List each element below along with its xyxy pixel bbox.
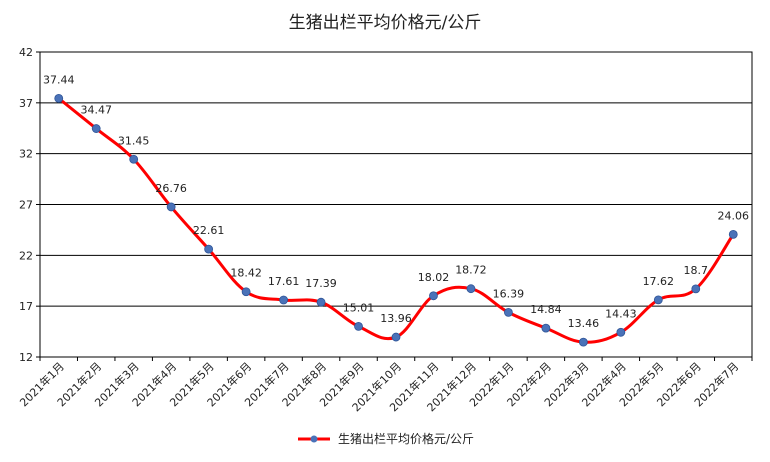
y-tick-label: 12: [19, 351, 33, 364]
data-point: [728, 229, 738, 239]
data-label: 13.96: [380, 312, 412, 325]
y-tick-label: 27: [19, 199, 33, 212]
data-point: [691, 284, 701, 294]
data-point: [279, 295, 288, 305]
data-label: 24.06: [718, 209, 750, 222]
data-point: [616, 327, 626, 337]
data-point: [204, 244, 214, 254]
data-point: [316, 297, 326, 307]
data-point: [91, 124, 101, 133]
data-label: 13.46: [568, 317, 600, 330]
data-label: 18.7: [684, 264, 709, 277]
data-label: 26.76: [155, 182, 187, 195]
data-label: 17.39: [305, 277, 337, 290]
y-tick-label: 42: [19, 46, 33, 59]
data-label: 37.44: [43, 73, 75, 86]
data-point: [54, 93, 64, 103]
data-point: [541, 323, 551, 333]
data-label: 14.43: [605, 307, 637, 320]
data-point: [354, 321, 363, 331]
data-label: 15.01: [343, 301, 375, 314]
data-point: [129, 154, 139, 164]
data-label: 17.62: [643, 275, 675, 288]
legend: 生猪出栏平均价格元/公斤: [0, 430, 770, 447]
legend-line-marker-icon: [297, 435, 330, 442]
data-label: 18.72: [455, 264, 487, 277]
data-point: [653, 295, 663, 305]
y-tick-label: 22: [19, 249, 33, 262]
data-point: [391, 332, 401, 342]
data-label: 18.42: [230, 267, 262, 280]
y-tick-label: 37: [19, 97, 33, 110]
data-label: 16.39: [493, 287, 525, 300]
data-label: 22.61: [193, 224, 225, 237]
data-label: 17.61: [268, 275, 300, 288]
y-tick-label: 32: [19, 148, 33, 161]
data-point: [466, 284, 476, 294]
data-point: [241, 287, 251, 297]
y-tick-label: 17: [19, 300, 33, 313]
data-label: 18.02: [418, 271, 450, 284]
legend-label: 生猪出栏平均价格元/公斤: [337, 432, 475, 446]
data-label: 14.84: [530, 303, 562, 316]
data-label: 34.47: [80, 104, 112, 117]
chart-title: 生猪出栏平均价格元/公斤: [288, 13, 482, 33]
data-label: 31.45: [118, 134, 150, 147]
data-point: [578, 337, 588, 347]
data-point: [504, 307, 513, 317]
data-point: [166, 202, 176, 212]
data-point: [429, 291, 438, 301]
